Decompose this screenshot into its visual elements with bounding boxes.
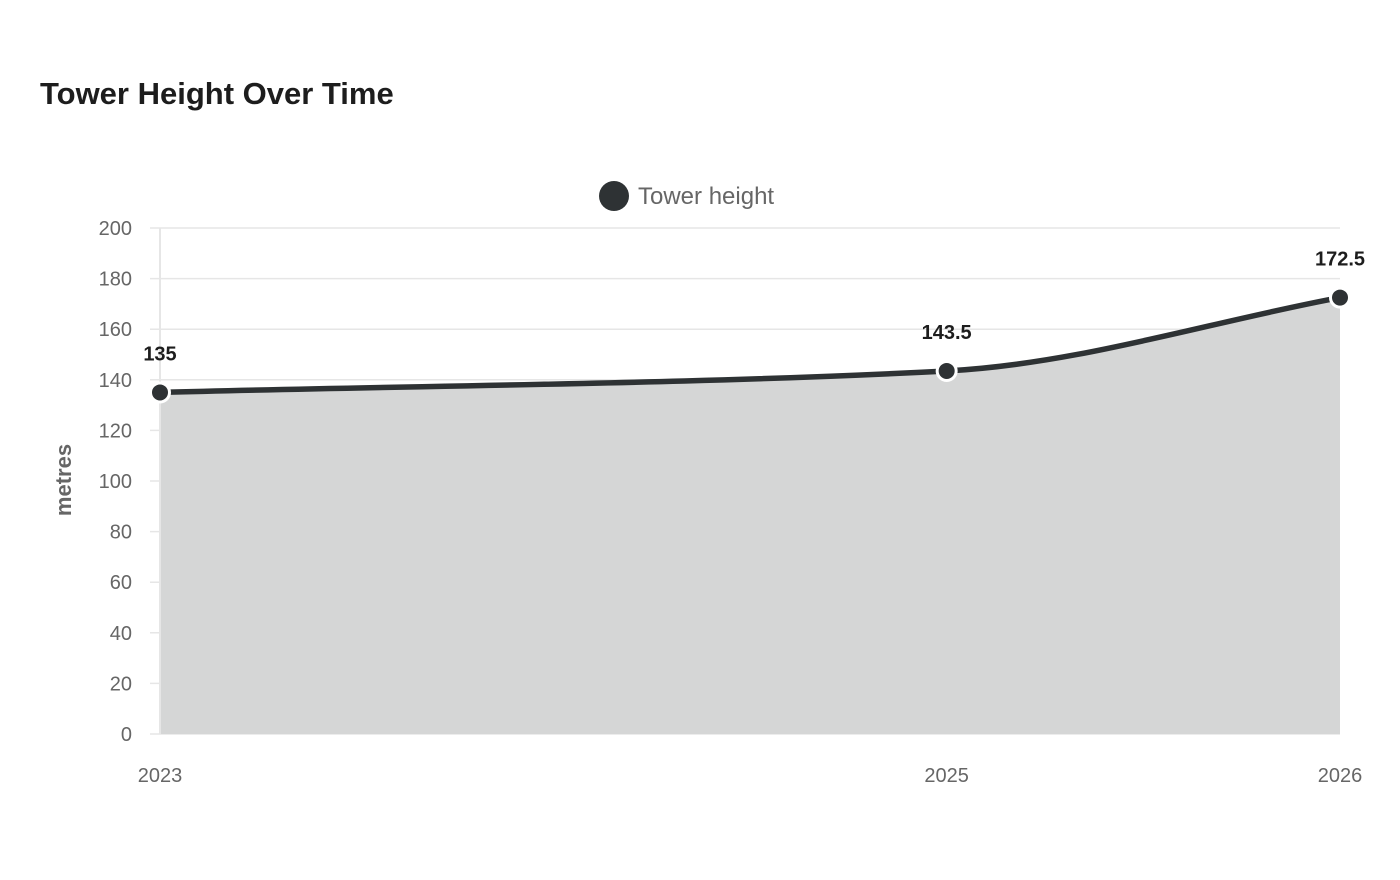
y-tick-label: 40 — [110, 623, 132, 645]
y-tick-label: 20 — [110, 673, 132, 695]
data-label: 135 — [143, 343, 176, 365]
series-line-group — [157, 294, 1343, 396]
legend-label[interactable]: Tower height — [638, 183, 774, 210]
data-point[interactable] — [935, 359, 958, 382]
data-label: 172.5 — [1315, 249, 1365, 271]
data-label: 143.5 — [922, 322, 972, 344]
axes: 2023 2025 2026 — [138, 228, 1363, 787]
x-tick-label: 2023 — [138, 765, 183, 787]
y-tick-label: 160 — [99, 319, 132, 341]
data-point[interactable] — [1329, 286, 1351, 309]
y-tick-label: 0 — [121, 724, 132, 746]
series-area-fill — [160, 297, 1340, 734]
x-tick-label: 2025 — [924, 765, 969, 787]
legend: Tower height — [599, 181, 774, 211]
y-tick-label: 200 — [99, 218, 132, 240]
legend-swatch[interactable] — [599, 181, 629, 211]
data-point[interactable] — [149, 381, 171, 404]
y-tick-label: 80 — [110, 522, 132, 544]
y-tick-label: 60 — [110, 572, 132, 594]
data-points — [149, 286, 1351, 404]
y-tick-label: 180 — [99, 269, 132, 291]
series-area — [160, 297, 1340, 734]
y-axis-title: metres — [51, 444, 76, 516]
series-line — [157, 294, 1343, 396]
x-tick-label: 2026 — [1318, 765, 1363, 787]
y-tick-label: 100 — [99, 471, 132, 493]
chart-title: Tower Height Over Time — [40, 76, 394, 111]
y-tick-label: 140 — [99, 370, 132, 392]
y-tick-label: 120 — [99, 420, 132, 442]
data-labels: 135 143.5 172.5 — [143, 249, 1365, 366]
